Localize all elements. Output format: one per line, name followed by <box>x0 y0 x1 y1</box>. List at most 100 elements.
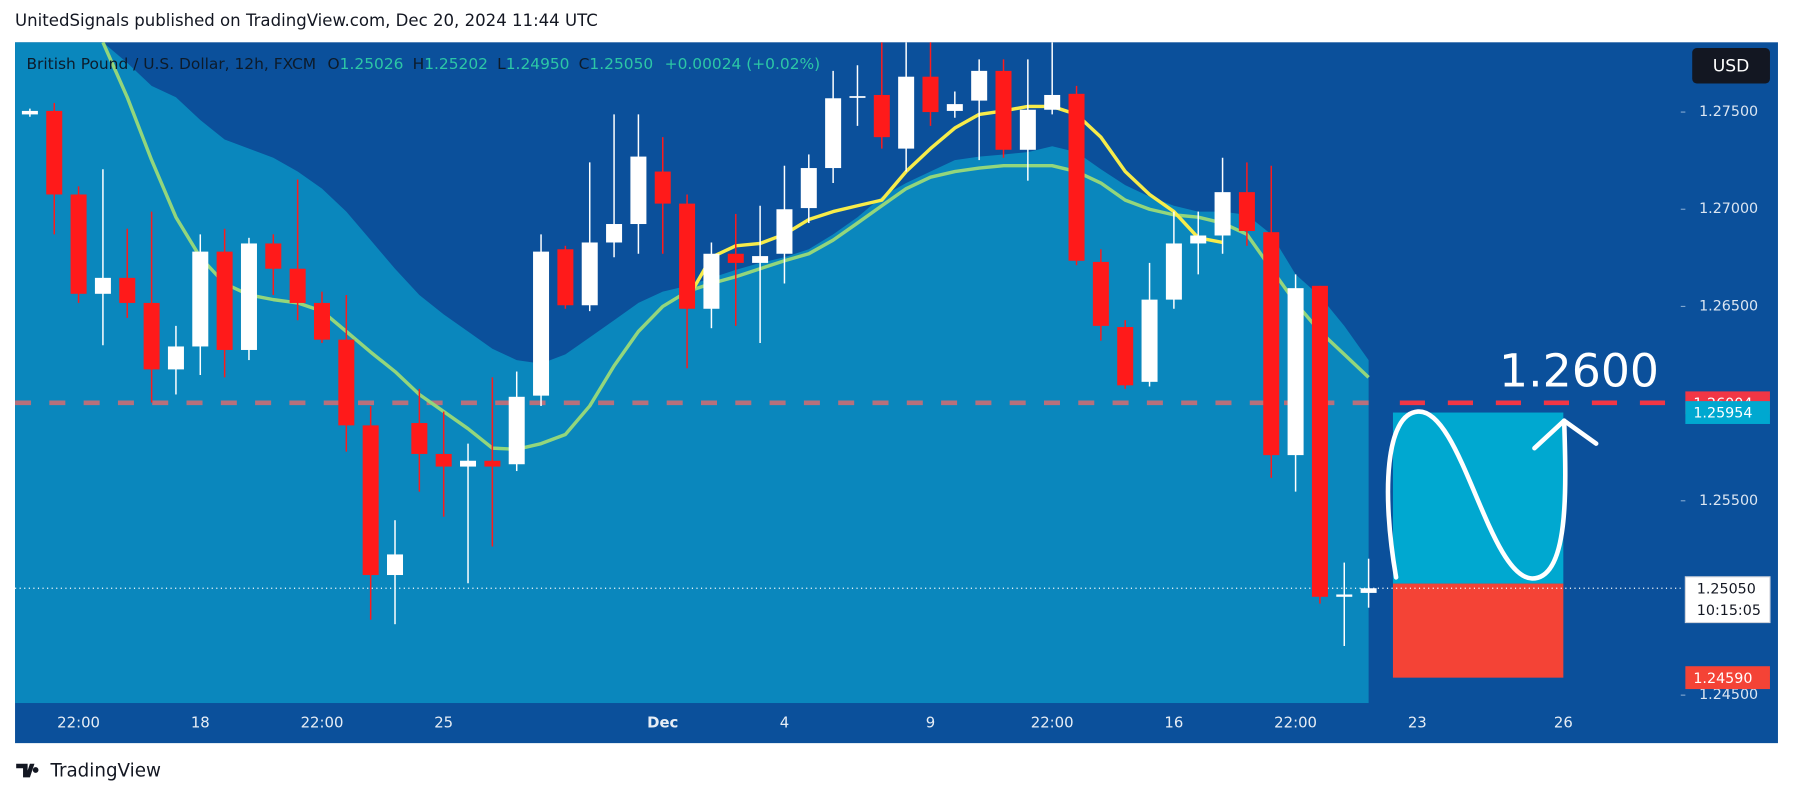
candle-body <box>338 339 355 426</box>
x-tick-label: 9 <box>926 714 935 732</box>
price-axis: 1.245001.255001.265001.270001.275001.260… <box>1680 48 1771 703</box>
drawn-arrowhead <box>1532 418 1599 451</box>
x-tick-label: Dec <box>647 714 678 732</box>
stop-zone <box>1392 583 1564 678</box>
y-tick-label: 1.27000 <box>1699 201 1758 217</box>
candle-body <box>1360 588 1377 593</box>
candle-body <box>825 98 842 169</box>
x-tick-label: 25 <box>434 714 453 732</box>
candle-body <box>679 203 696 309</box>
candle-body <box>313 302 330 340</box>
stop-price-text: 1.24590 <box>1693 671 1752 687</box>
stop-price-box <box>1685 666 1770 690</box>
legend-line: British Pound / U.S. Dollar, 12h, FXCM O1… <box>26 55 820 73</box>
candle-body <box>1141 299 1158 382</box>
candle-body <box>727 253 744 263</box>
ohlc-key: H <box>413 55 425 73</box>
currency-label[interactable]: USD <box>1713 56 1750 76</box>
candle-body <box>387 554 404 576</box>
target-price-box <box>1685 401 1770 424</box>
candle-body <box>898 76 915 149</box>
candle-body <box>265 243 282 269</box>
candle-body <box>1165 243 1182 300</box>
candle-body <box>484 460 501 467</box>
candle-body <box>289 268 306 303</box>
candle-body <box>119 277 136 303</box>
candle-body <box>1311 285 1328 597</box>
candle-body <box>216 251 233 350</box>
logo-mark <box>16 763 39 778</box>
candle-body <box>94 277 111 294</box>
annotation-text: 1.2600 <box>1499 344 1659 397</box>
x-tick-label: 22:00 <box>57 714 100 732</box>
candle-body <box>606 224 623 243</box>
ohlc-value: 1.25026 <box>340 55 404 73</box>
x-tick-label: 22:00 <box>1274 714 1317 732</box>
x-tick-label: 22:00 <box>301 714 344 732</box>
last-price-box <box>1684 576 1771 624</box>
y-tick-label: 1.27500 <box>1699 104 1758 120</box>
candle-body <box>70 194 87 294</box>
candle-body <box>167 346 184 370</box>
plot-area: 1.2600 <box>15 42 1681 704</box>
candle-body <box>873 94 890 138</box>
candle-body <box>776 209 793 254</box>
candle-body <box>192 251 209 347</box>
candle-body <box>849 96 866 98</box>
x-tick-label: 16 <box>1164 714 1183 732</box>
candle-body <box>1068 93 1085 261</box>
target-price-text: 1.25954 <box>1693 406 1752 422</box>
x-tick-label: 22:00 <box>1031 714 1074 732</box>
y-tick-label: 1.24500 <box>1699 687 1758 703</box>
candle-body <box>630 156 647 225</box>
candle-body <box>21 110 38 115</box>
y-tick-label: 1.26500 <box>1699 298 1758 314</box>
ohlc-value: 1.24950 <box>506 55 570 73</box>
indicator-band <box>15 42 1369 704</box>
candle-body <box>703 253 720 309</box>
candle-body <box>1214 192 1231 236</box>
ohlc-value: 1.25050 <box>589 55 653 73</box>
candle-body <box>1238 192 1255 232</box>
candle-body <box>411 423 428 454</box>
candle-body <box>1092 261 1109 326</box>
symbol-legend: British Pound / U.S. Dollar, 12h, FXCM O1… <box>26 55 820 73</box>
x-tick-label: 18 <box>191 714 210 732</box>
logo <box>16 763 39 778</box>
ohlc-key: C <box>579 55 590 73</box>
candle-body <box>508 396 525 465</box>
candle-body <box>46 110 63 195</box>
change-value: +0.00024 (+0.02%) <box>665 55 821 73</box>
candle-body <box>460 460 477 467</box>
publish-header: UnitedSignals published on TradingView.c… <box>15 11 598 30</box>
symbol-name: British Pound / U.S. Dollar, 12h, FXCM <box>26 55 316 73</box>
indicator-line <box>685 104 1223 301</box>
countdown-text: 10:15:05 <box>1697 603 1761 619</box>
candle-body <box>946 104 963 111</box>
ohlc-key: O <box>328 55 340 73</box>
candle-body <box>971 70 988 101</box>
candle-body <box>1044 94 1061 110</box>
candle-body <box>533 251 550 396</box>
candle-body <box>1263 232 1280 456</box>
last-price-text: 1.25050 <box>1697 581 1756 597</box>
drawn-curve <box>1385 409 1568 581</box>
candle-body <box>557 249 574 306</box>
y-tick-label: 1.25500 <box>1699 493 1758 509</box>
candle-body <box>1019 109 1036 150</box>
candle-body <box>800 168 817 209</box>
candle-body <box>362 425 379 576</box>
candle-body <box>435 453 452 467</box>
currency-button[interactable] <box>1692 48 1770 84</box>
candle-body <box>143 302 160 370</box>
candle-body <box>1190 235 1207 244</box>
x-tick-label: 26 <box>1554 714 1573 732</box>
candle-body <box>752 256 769 263</box>
candle-body <box>995 70 1012 150</box>
candle-body <box>1287 288 1304 456</box>
x-tick-label: 23 <box>1408 714 1427 732</box>
brand-name: TradingView <box>49 761 161 782</box>
candle-body <box>240 243 257 350</box>
